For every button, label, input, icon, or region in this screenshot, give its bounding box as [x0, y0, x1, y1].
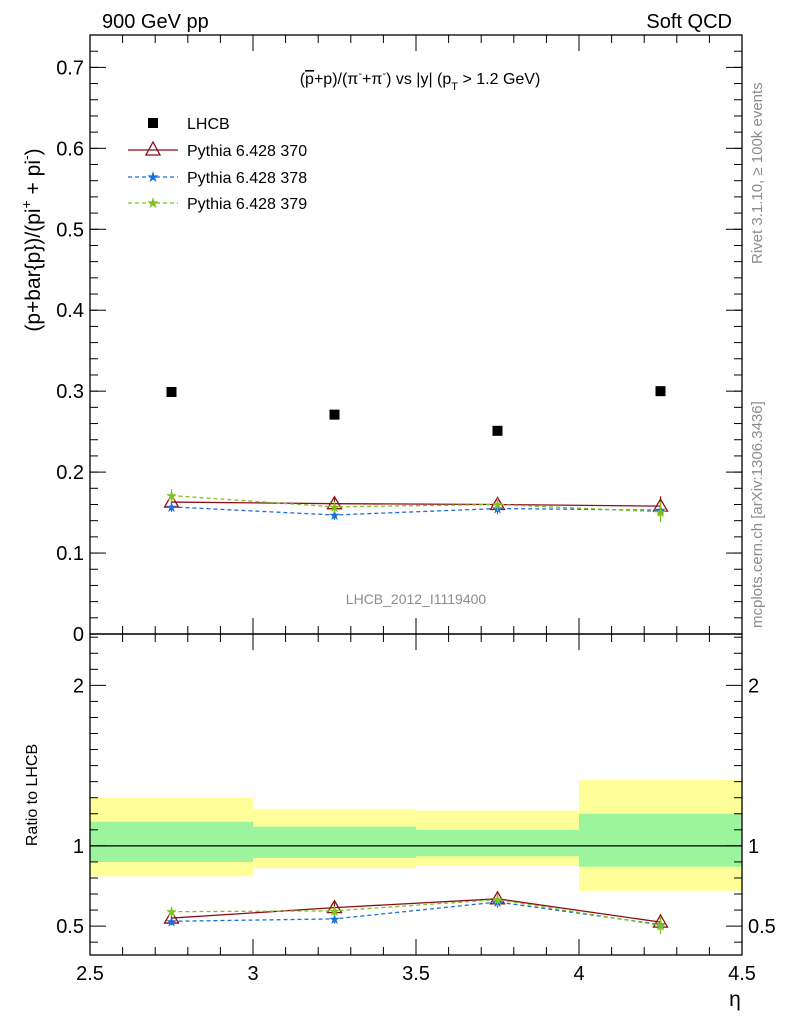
ratio-y-tick-label: 1	[73, 836, 84, 858]
main-y-tick-label: 0.5	[56, 219, 84, 241]
ratio-series-line	[171, 898, 661, 923]
legend-label-lhcb: LHCB	[187, 116, 230, 133]
x-tick-label: 3.5	[402, 963, 430, 985]
ratio-y-tick-label-right: 0.5	[748, 916, 776, 938]
main-data-point	[655, 386, 666, 397]
ratio-frame: 0.5 0.5 1 1 2 2 2.5 3 3.5 4 4.5	[56, 633, 776, 985]
main-data-point	[492, 425, 503, 436]
main-data-point: ★	[165, 499, 178, 515]
legend-label-378: Pythia 6.428 378	[187, 170, 307, 187]
ratio-marks: ★ ★★★★ ★★★	[163, 890, 669, 935]
main-y-tick-label: 0.6	[56, 138, 84, 160]
legend-marker-378: ★	[146, 169, 159, 186]
header-right: Soft QCD	[646, 11, 732, 33]
header-left: 900 GeV pp	[102, 11, 209, 33]
main-data-point	[329, 409, 340, 420]
ratio-data-point: ★	[165, 913, 178, 929]
ratio-data-point: ★	[328, 903, 341, 919]
ratio-data-point: ★	[654, 917, 667, 933]
ratio-inner-band	[579, 813, 742, 867]
ratio-inner-band	[90, 821, 253, 862]
main-panel: (p+p)/(π-+π-) vs |y| (pT > 1.2 GeV) (p+b…	[18, 68, 540, 607]
analysis-watermark: LHCB_2012_I1119400	[346, 591, 487, 607]
main-y-tick-label: 0.7	[56, 57, 84, 79]
ratio-data-point: ★	[165, 904, 178, 920]
main-series-line	[171, 506, 661, 516]
main-y-tick-label: 0	[73, 624, 84, 646]
legend-label-370: Pythia 6.428 370	[187, 143, 307, 160]
main-data-point: ★	[654, 504, 667, 520]
legend-entry-lhcb: LHCB	[148, 116, 230, 133]
x-axis-label: η	[729, 988, 741, 1011]
x-tick-label: 3	[247, 963, 258, 985]
main-series-line	[171, 494, 661, 513]
legend-entry-pythia-370: Pythia 6.428 370	[128, 140, 307, 160]
ratio-y-tick-label-right: 2	[748, 675, 759, 697]
ratio-series-line	[171, 901, 661, 926]
main-y-tick-label: 0.2	[56, 462, 84, 484]
ratio-y-tick-label: 0.5	[56, 916, 84, 938]
legend-entry-pythia-379: ★ Pythia 6.428 379	[128, 195, 307, 213]
main-data-point: ★	[328, 499, 341, 515]
ratio-data-point: ★	[491, 892, 504, 908]
main-data-point: ★	[328, 507, 341, 523]
mcplots-label: mcplots.cern.ch [arXiv:1306.3436]	[749, 401, 766, 628]
legend-label-379: Pythia 6.428 379	[187, 196, 307, 213]
main-y-tick-label: 0.4	[56, 300, 84, 322]
ratio-y-tick-label-right: 1	[748, 836, 759, 858]
main-frame: 0 0.1 0.2 0.3 0.4 0.5 0.6 0.7	[56, 34, 743, 646]
main-series-line	[171, 501, 661, 507]
main-y-axis-label: (p+bar{p})/(pi+ + pi-)	[18, 148, 45, 331]
legend-marker-379: ★	[146, 195, 159, 212]
rivet-label: Rivet 3.1.10, ≥ 100k events	[749, 82, 766, 264]
ratio-y-tick-label: 2	[73, 675, 84, 697]
main-title: (p+p)/(π-+π-) vs |y| (pT > 1.2 GeV)	[300, 68, 541, 93]
ratio-inner-band	[253, 826, 416, 858]
x-tick-label: 2.5	[76, 963, 104, 985]
legend: LHCB Pythia 6.428 370 ★ Pythia 6.428 378…	[128, 116, 307, 213]
main-data-point	[166, 386, 177, 397]
ratio-uncertainty-bands	[90, 780, 742, 891]
x-tick-label: 4.5	[728, 963, 756, 985]
main-data-point: ★	[165, 488, 178, 504]
x-tick-label: 4	[573, 963, 584, 985]
ratio-inner-band	[416, 829, 579, 857]
main-data-point: ★	[491, 496, 504, 512]
ratio-series-line	[171, 898, 661, 926]
legend-marker-lhcb	[148, 118, 158, 128]
legend-entry-pythia-378: ★ Pythia 6.428 378	[128, 169, 307, 187]
ratio-data-point: ★	[328, 911, 341, 927]
legend-marker-370	[144, 140, 162, 156]
main-y-tick-label: 0.1	[56, 543, 84, 565]
main-y-tick-label: 0.3	[56, 381, 84, 403]
ratio-y-axis-label: Ratio to LHCB	[24, 744, 41, 846]
main-marks: ★★ ★ ★★★ ★ ★	[163, 386, 669, 523]
